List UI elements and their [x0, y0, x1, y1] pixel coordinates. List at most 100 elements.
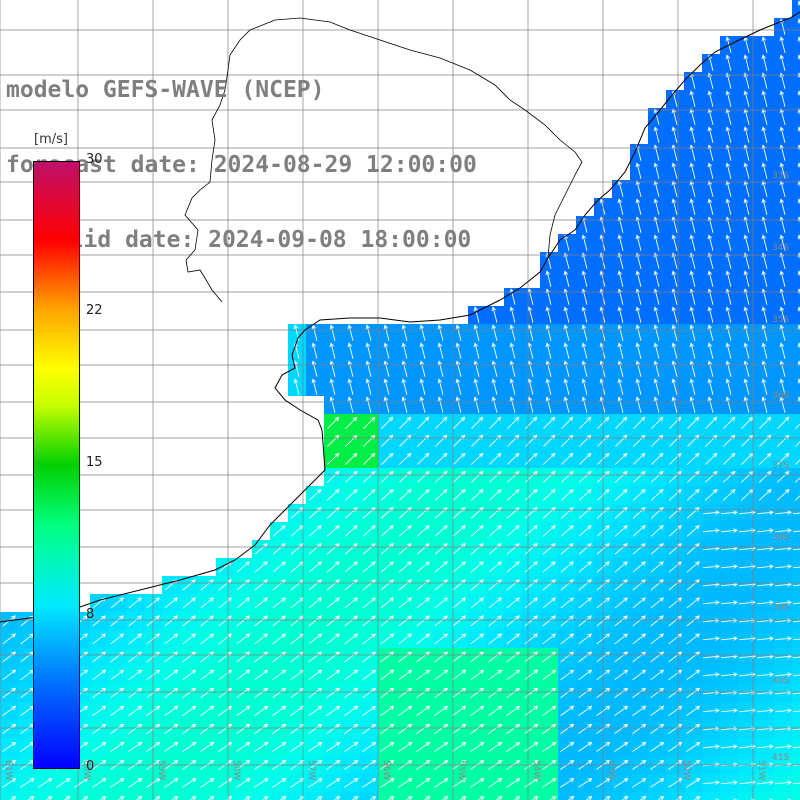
wind-arrow	[725, 270, 732, 287]
wind-arrow	[561, 416, 574, 429]
wind-arrow	[345, 416, 358, 429]
wind-arrow	[110, 633, 125, 645]
wind-arrow	[236, 561, 250, 573]
wind-arrow	[290, 741, 305, 752]
wind-arrow	[362, 525, 376, 537]
wind-arrow	[542, 687, 557, 699]
wind-arrow	[527, 360, 534, 377]
wind-arrow	[308, 651, 323, 663]
wind-cell	[270, 792, 288, 800]
wind-arrow	[650, 470, 664, 483]
wind-arrow	[527, 306, 534, 323]
wind-arrow	[525, 416, 538, 429]
wind-arrow	[686, 741, 701, 752]
wind-arrow	[725, 108, 732, 125]
wind-arrow	[470, 778, 485, 788]
wind-arrow	[380, 579, 394, 591]
wind-arrow	[689, 360, 696, 377]
wind-cell	[504, 792, 522, 800]
wind-arrow	[455, 324, 462, 341]
wind-arrow	[743, 162, 750, 179]
wind-cell	[792, 522, 800, 540]
wind-arrow	[792, 728, 800, 731]
wind-arrow	[707, 306, 714, 323]
wind-arrow	[743, 54, 750, 71]
wind-arrow	[473, 360, 480, 377]
latitude-label: 33S	[772, 171, 789, 181]
wind-arrow	[506, 561, 520, 573]
wind-arrow	[693, 796, 701, 800]
wind-arrow	[635, 360, 642, 377]
wind-arrow	[635, 180, 642, 197]
wind-arrow	[164, 651, 179, 663]
wind-arrow	[416, 687, 431, 699]
wind-arrow	[164, 633, 179, 645]
wind-arrow	[509, 378, 516, 395]
wind-arrow	[686, 633, 701, 645]
wind-arrow	[117, 796, 125, 800]
wind-arrow	[272, 633, 287, 645]
wind-arrow	[236, 615, 250, 627]
wind-arrow	[200, 687, 215, 699]
wind-arrow	[452, 597, 466, 609]
wind-arrow	[254, 778, 269, 788]
wind-arrow	[491, 306, 498, 323]
wind-arrow	[671, 162, 678, 179]
wind-arrow	[578, 651, 593, 663]
wind-arrow	[56, 778, 71, 788]
wind-cell	[72, 792, 90, 800]
wind-arrow	[774, 600, 792, 605]
wind-arrow	[470, 687, 485, 699]
wind-cell	[612, 792, 630, 800]
wind-arrow	[363, 416, 376, 429]
wind-arrow	[326, 525, 340, 537]
wind-arrow	[383, 378, 390, 395]
wind-arrow	[362, 687, 377, 699]
wind-arrow	[774, 510, 792, 515]
wind-arrow	[110, 705, 125, 717]
wind-cell	[558, 792, 576, 800]
wind-arrow	[705, 416, 718, 429]
wind-arrow	[329, 342, 336, 359]
wind-arrow	[707, 108, 714, 125]
wind-arrow	[542, 470, 556, 483]
wind-arrow	[779, 342, 786, 359]
wind-arrow	[92, 778, 107, 788]
wind-arrow	[254, 651, 269, 663]
longitude-label: 56W	[381, 760, 391, 780]
wind-arrow	[434, 633, 449, 645]
wind-arrow	[722, 452, 736, 465]
wind-arrow	[455, 396, 462, 413]
wind-arrow	[182, 687, 197, 699]
wind-arrow	[720, 636, 738, 641]
wind-arrow	[632, 488, 646, 501]
wind-arrow	[419, 324, 426, 341]
wind-arrow	[578, 597, 592, 609]
wind-arrow	[560, 705, 575, 717]
wind-arrow	[779, 198, 786, 215]
wind-arrow	[344, 597, 358, 609]
wind-arrow	[725, 360, 732, 377]
wind-arrow	[182, 597, 196, 609]
wind-arrow	[416, 669, 431, 681]
wind-arrow	[419, 342, 426, 359]
wind-arrow	[632, 615, 646, 627]
wind-arrow	[542, 525, 556, 537]
wind-arrow	[344, 525, 358, 537]
wind-arrow	[563, 324, 570, 341]
wind-cell	[792, 90, 800, 108]
wind-arrow	[200, 778, 215, 788]
wind-arrow	[524, 470, 538, 483]
wind-arrow	[581, 270, 588, 287]
wind-arrow	[725, 180, 732, 197]
wind-arrow	[344, 651, 359, 663]
wind-arrow	[2, 687, 17, 699]
wind-arrow	[560, 778, 575, 788]
wind-arrow	[453, 416, 466, 429]
wind-arrow	[689, 126, 696, 143]
wind-arrow	[653, 198, 660, 215]
wind-arrow	[380, 470, 394, 483]
wind-arrow	[779, 396, 786, 413]
wind-arrow	[218, 615, 232, 627]
wind-arrow	[578, 633, 593, 645]
